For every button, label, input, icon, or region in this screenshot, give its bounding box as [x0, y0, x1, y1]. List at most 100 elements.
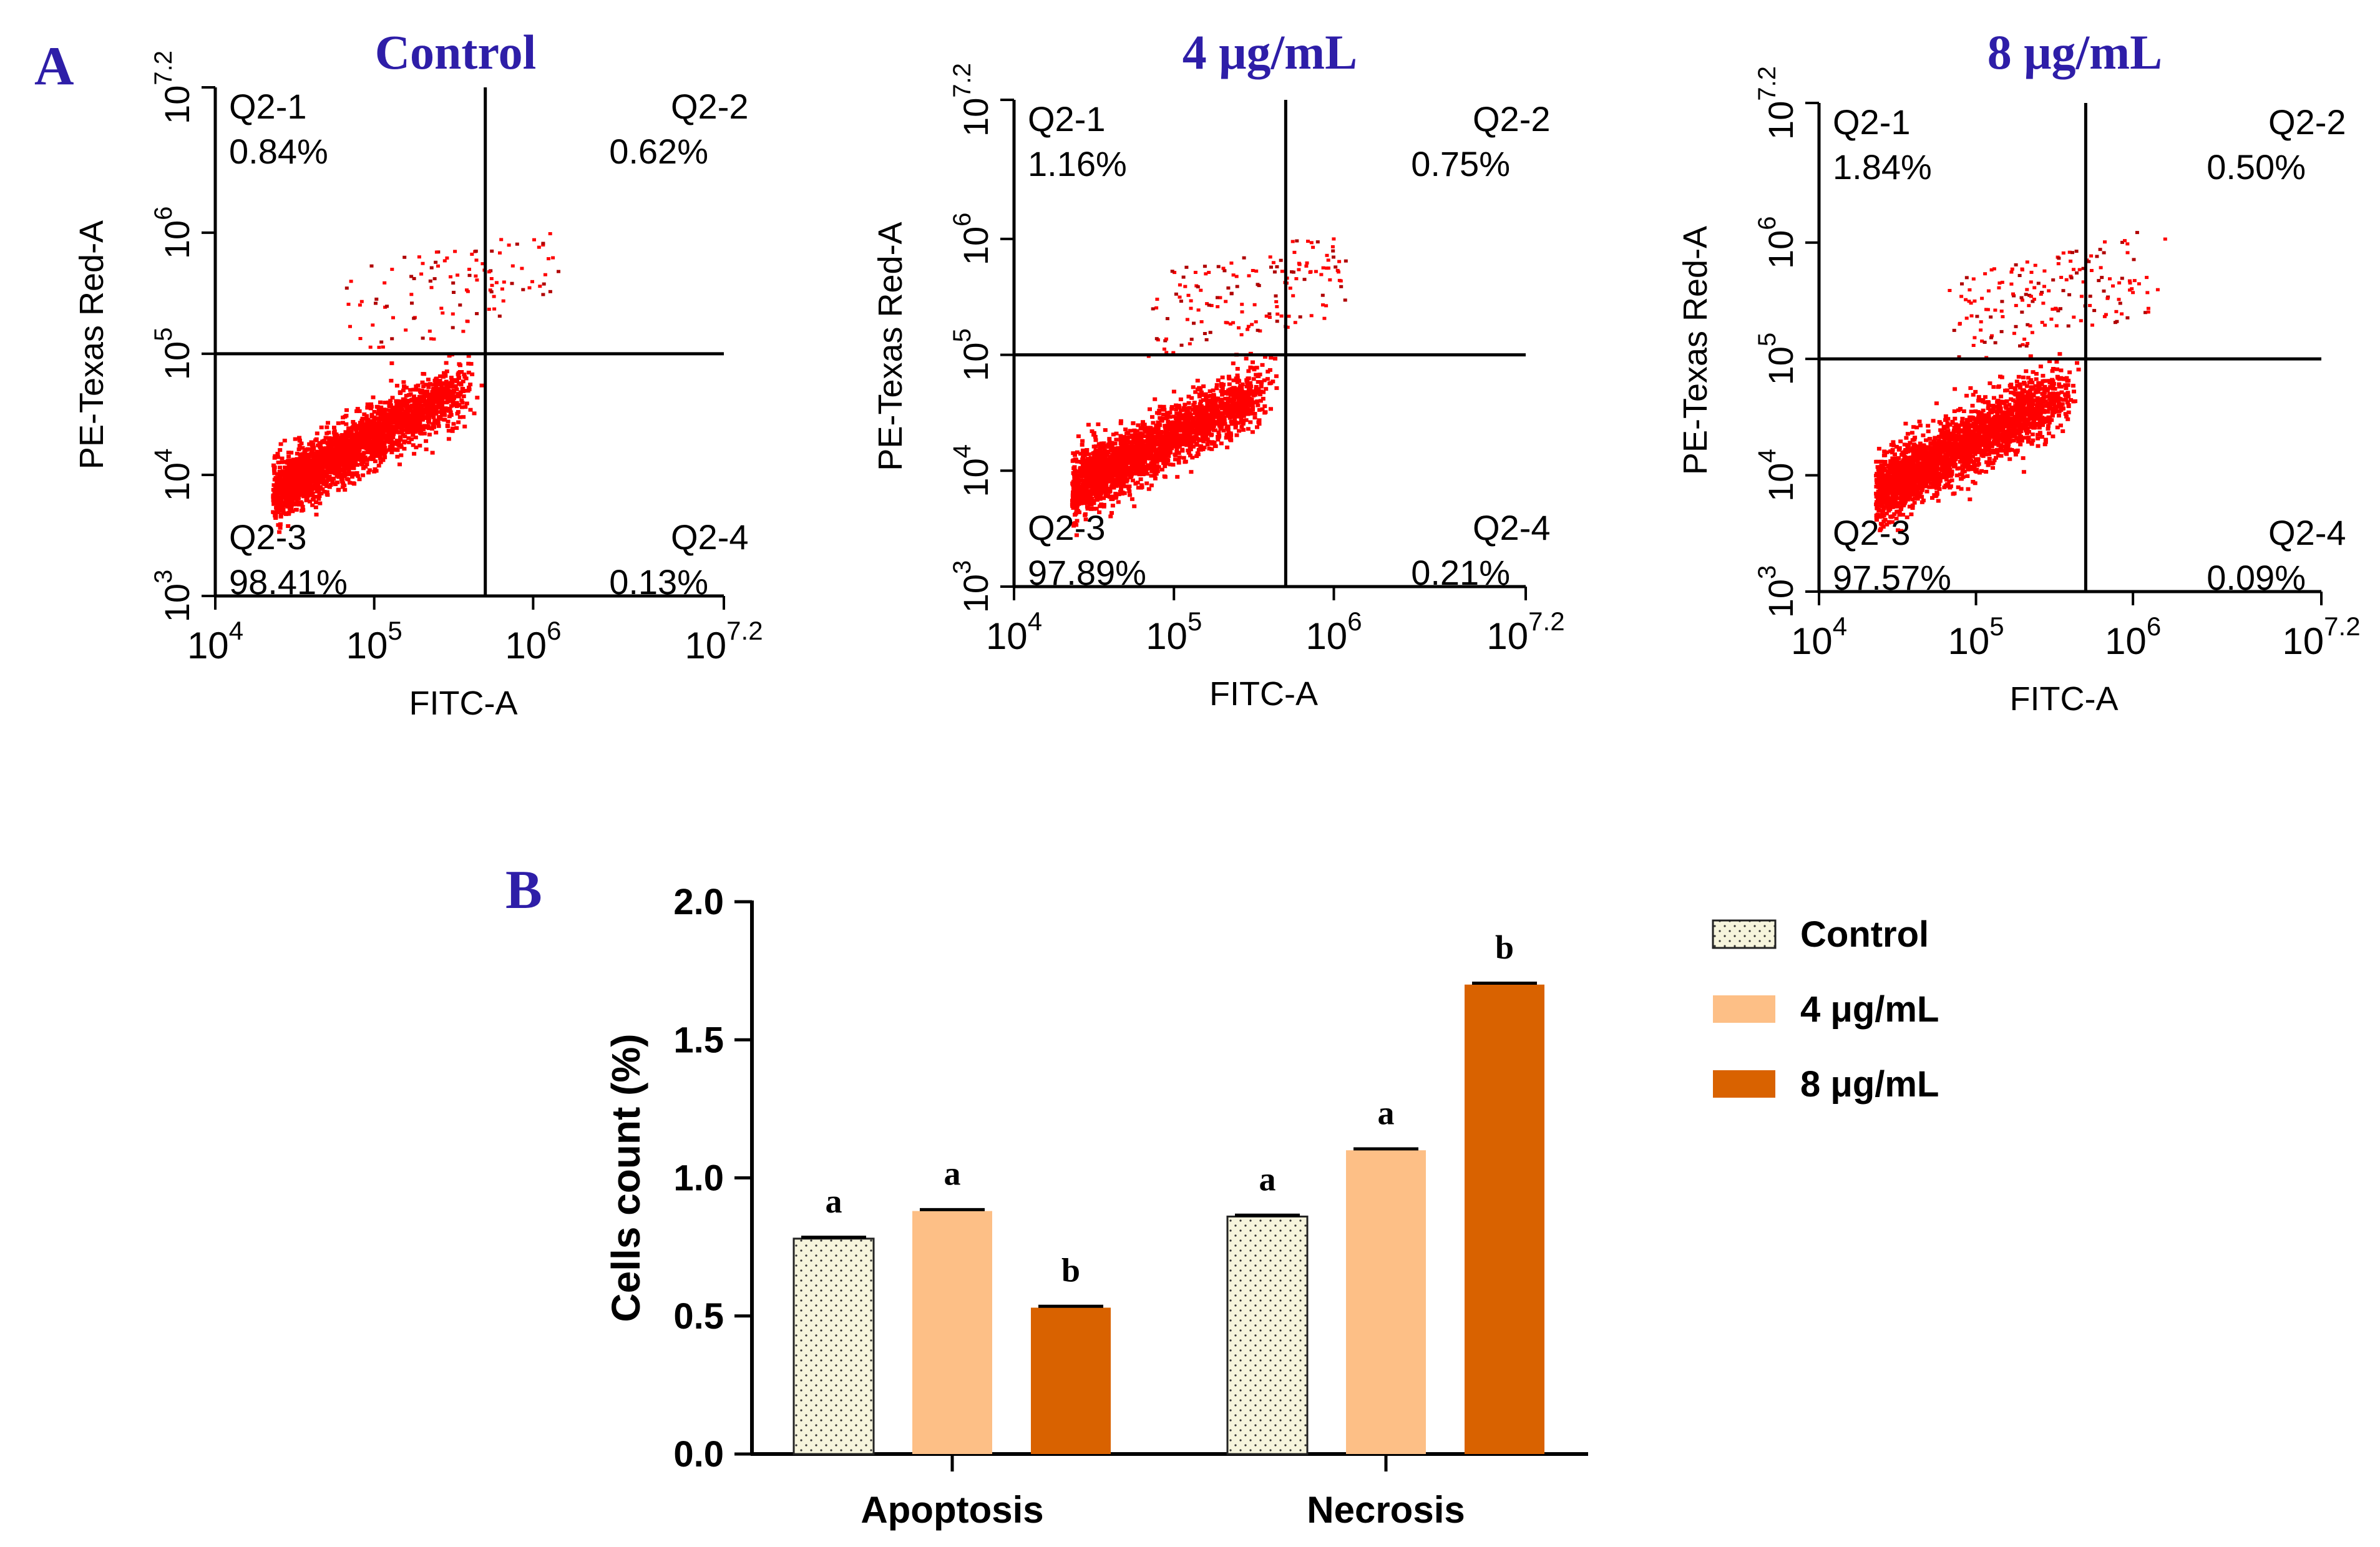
quadrant-value: 0.84%: [229, 132, 328, 171]
event-dot: [1118, 437, 1123, 442]
event-dot: [349, 447, 354, 451]
event-dot: [1141, 420, 1145, 424]
event-dot: [356, 455, 361, 459]
event-dot: [1166, 454, 1171, 458]
event-dot: [1227, 410, 1231, 414]
event-dot: [323, 446, 328, 451]
event-dot: [1168, 431, 1173, 436]
event-dot: [396, 405, 401, 409]
event-dot: [320, 462, 324, 466]
event-dot: [1169, 426, 1174, 431]
event-dot: [449, 378, 454, 382]
event-dot: [277, 470, 282, 474]
event-dot: [375, 444, 380, 449]
event-dot: [1152, 473, 1157, 477]
event-dot: [351, 420, 356, 424]
event-dot: [370, 439, 374, 444]
event-dot: [430, 451, 435, 455]
event-dot: [319, 448, 324, 452]
event-dot: [1269, 407, 1273, 411]
event-dot: [293, 483, 298, 487]
event-dot: [405, 401, 410, 406]
event-dot: [383, 281, 387, 285]
event-dot: [329, 462, 334, 466]
event-dot: [359, 300, 364, 303]
event-dot: [451, 326, 455, 329]
event-dot: [464, 376, 469, 381]
event-dot: [285, 487, 290, 492]
event-dot: [1121, 452, 1126, 456]
event-dot: [1192, 424, 1197, 429]
event-dot: [364, 414, 369, 418]
event-dot: [472, 411, 477, 416]
event-dot: [446, 419, 451, 424]
event-dot: [346, 303, 351, 306]
event-dot: [442, 259, 447, 263]
event-dot: [1086, 422, 1091, 427]
event-dot: [339, 477, 344, 481]
event-dot: [453, 384, 458, 388]
event-dot: [458, 303, 462, 307]
event-dot: [459, 398, 464, 403]
event-dot: [424, 447, 429, 452]
event-dot: [332, 426, 336, 430]
event-dot: [1126, 466, 1131, 470]
event-dot: [346, 449, 351, 454]
event-dot: [411, 388, 416, 392]
event-dot: [500, 287, 504, 291]
event-dot: [1174, 429, 1179, 434]
event-dot: [1083, 517, 1088, 522]
event-dot: [432, 393, 437, 398]
event-dot: [1114, 479, 1119, 483]
event-dot: [344, 464, 349, 467]
event-dot: [344, 477, 349, 481]
event-dot: [273, 500, 278, 504]
event-dot: [439, 396, 444, 401]
event-dot: [399, 419, 404, 422]
event-dot: [1214, 383, 1219, 387]
event-dot: [1264, 387, 1269, 391]
event-dot: [395, 399, 400, 403]
event-dot: [398, 436, 402, 440]
event-dot: [310, 467, 315, 472]
event-dot: [368, 442, 373, 447]
event-dot: [1105, 444, 1110, 448]
event-dot: [299, 476, 304, 480]
event-dot: [315, 471, 320, 475]
event-dot: [1121, 470, 1126, 474]
event-dot: [318, 454, 323, 459]
event-dot: [1196, 423, 1201, 427]
event-dot: [383, 401, 388, 405]
event-dot: [443, 374, 448, 378]
event-dot: [378, 454, 383, 458]
event-dot: [1220, 393, 1225, 397]
event-dot: [1100, 473, 1105, 477]
event-dot: [1144, 481, 1149, 486]
event-dot: [412, 276, 416, 280]
event-dot: [379, 425, 384, 429]
event-dot: [386, 420, 391, 424]
event-dot: [328, 477, 333, 481]
event-dot: [356, 437, 361, 442]
event-dot: [1181, 406, 1186, 410]
event-dot: [307, 490, 311, 494]
event-dot: [311, 456, 316, 460]
event-dot: [542, 282, 546, 286]
event-dot: [1199, 404, 1204, 408]
event-dot: [1093, 438, 1098, 442]
event-dot: [390, 406, 395, 410]
event-dot: [354, 427, 359, 432]
event-dot: [385, 417, 390, 421]
event-dot: [280, 478, 285, 482]
event-dot: [278, 507, 283, 511]
event-dot: [361, 456, 366, 460]
event-dot: [453, 378, 458, 382]
event-dot: [1091, 432, 1096, 437]
event-dot: [290, 478, 295, 482]
event-dot: [1085, 448, 1090, 452]
event-dot: [1152, 460, 1157, 464]
event-dot: [458, 390, 463, 394]
event-dot: [1228, 404, 1233, 409]
event-dot: [315, 467, 320, 472]
event-dot: [313, 476, 318, 481]
